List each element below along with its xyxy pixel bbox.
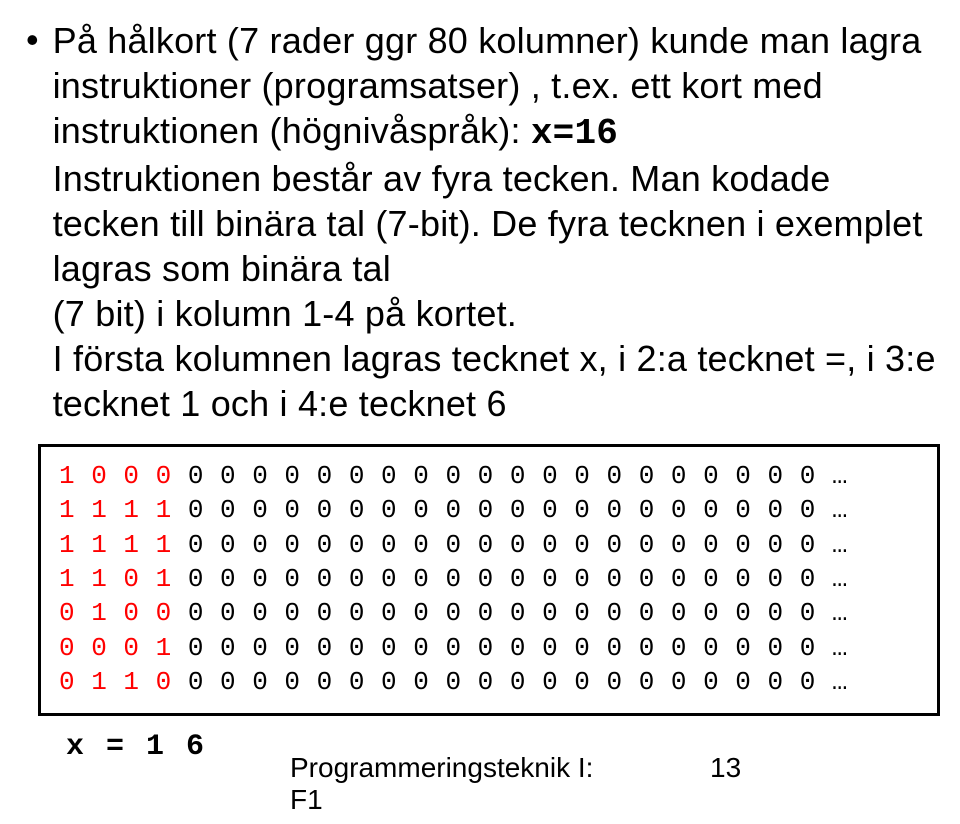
footer-title-line2: F1 (290, 784, 323, 815)
slide-footer: Programmeringsteknik I: F1 13 (0, 752, 960, 816)
punchcard-rest: 0 0 0 0 0 0 0 0 0 0 0 0 0 0 0 0 0 0 0 0 … (172, 598, 848, 628)
body-paragraph: På hålkort (7 rader ggr 80 kolumner) kun… (53, 18, 940, 156)
punchcard-rest: 0 0 0 0 0 0 0 0 0 0 0 0 0 0 0 0 0 0 0 0 … (172, 564, 848, 594)
bullet-block: • På hålkort (7 rader ggr 80 kolumner) k… (20, 18, 940, 426)
mono-token: x=16 (531, 113, 618, 154)
footer-title-line1: Programmeringsteknik I: (290, 752, 593, 783)
punchcard-highlight: 0 0 0 1 (59, 633, 172, 663)
body-text: På hålkort (7 rader ggr 80 kolumner) kun… (53, 18, 940, 426)
punchcard-row: 0 1 0 0 0 0 0 0 0 0 0 0 0 0 0 0 0 0 0 0 … (59, 596, 919, 630)
body-paragraph: Instruktionen består av fyra tecken. Man… (53, 156, 940, 291)
punchcard-highlight: 1 1 1 1 (59, 495, 172, 525)
footer-title: Programmeringsteknik I: F1 (290, 752, 710, 816)
body-paragraph: I första kolumnen lagras tecknet x, i 2:… (53, 336, 940, 426)
punchcard-row: 1 0 0 0 0 0 0 0 0 0 0 0 0 0 0 0 0 0 0 0 … (59, 459, 919, 493)
punchcard-rest: 0 0 0 0 0 0 0 0 0 0 0 0 0 0 0 0 0 0 0 0 … (172, 633, 848, 663)
punchcard-row: 1 1 1 1 0 0 0 0 0 0 0 0 0 0 0 0 0 0 0 0 … (59, 528, 919, 562)
punchcard-row: 1 1 0 1 0 0 0 0 0 0 0 0 0 0 0 0 0 0 0 0 … (59, 562, 919, 596)
punchcard-highlight: 0 1 1 0 (59, 667, 172, 697)
punchcard-rest: 0 0 0 0 0 0 0 0 0 0 0 0 0 0 0 0 0 0 0 0 … (172, 530, 848, 560)
punchcard-row: 0 1 1 0 0 0 0 0 0 0 0 0 0 0 0 0 0 0 0 0 … (59, 665, 919, 699)
punchcard-box: 1 0 0 0 0 0 0 0 0 0 0 0 0 0 0 0 0 0 0 0 … (38, 444, 940, 716)
punchcard-row: 0 0 0 1 0 0 0 0 0 0 0 0 0 0 0 0 0 0 0 0 … (59, 631, 919, 665)
punchcard-rest: 0 0 0 0 0 0 0 0 0 0 0 0 0 0 0 0 0 0 0 0 … (172, 461, 848, 491)
punchcard-highlight: 1 1 0 1 (59, 564, 172, 594)
slide-content: • På hålkort (7 rader ggr 80 kolumner) k… (20, 18, 940, 764)
punchcard-highlight: 1 0 0 0 (59, 461, 172, 491)
punchcard-highlight: 0 1 0 0 (59, 598, 172, 628)
punchcard-row: 1 1 1 1 0 0 0 0 0 0 0 0 0 0 0 0 0 0 0 0 … (59, 493, 919, 527)
footer-page-number: 13 (710, 752, 741, 816)
bullet-glyph: • (20, 18, 53, 426)
body-paragraph: (7 bit) i kolumn 1-4 på kortet. (53, 291, 940, 336)
punchcard-rest: 0 0 0 0 0 0 0 0 0 0 0 0 0 0 0 0 0 0 0 0 … (172, 667, 848, 697)
punchcard-highlight: 1 1 1 1 (59, 530, 172, 560)
punchcard-rest: 0 0 0 0 0 0 0 0 0 0 0 0 0 0 0 0 0 0 0 0 … (172, 495, 848, 525)
